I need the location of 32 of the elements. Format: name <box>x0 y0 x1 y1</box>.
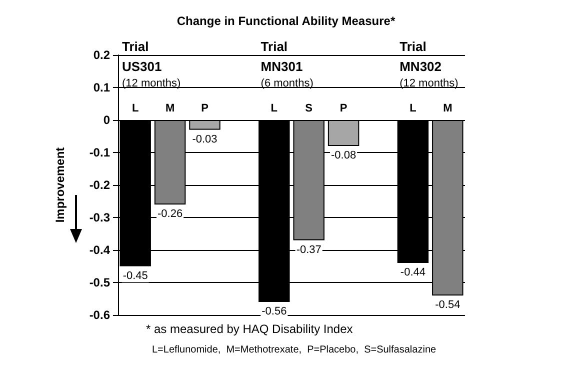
x-tick-label: L <box>410 102 417 114</box>
y-tick-label: -0.2 <box>89 178 110 192</box>
data-label: -0.26 <box>158 208 183 220</box>
y-tick-label: -0.1 <box>89 146 110 160</box>
data-label: -0.08 <box>331 150 356 162</box>
y-axis-title: Improvement <box>53 147 67 223</box>
x-tick-label: S <box>305 102 313 114</box>
text: L=Leflunomide, M=Methotrexate, P=Placebo, S=Sulfasalazine <box>152 344 436 356</box>
y-tick-label: -0.5 <box>89 276 110 290</box>
x-tick-label: L <box>132 102 139 114</box>
y-tick-label: -0.3 <box>89 210 110 224</box>
y-tick-label: 0.1 <box>93 80 110 94</box>
data-label: -0.44 <box>400 266 426 278</box>
annotation: Trial MN302 (12 months) <box>400 39 458 90</box>
data-label: -0.56 <box>262 306 287 318</box>
data-label: -0.45 <box>122 270 148 282</box>
data-label: -0.54 <box>435 299 460 311</box>
y-tick-label: 0.2 <box>93 48 110 62</box>
y-tick-label: -0.6 <box>89 308 110 322</box>
y-tick-label: -0.4 <box>89 243 110 257</box>
annotation: Trial US301 (12 months) <box>122 39 181 90</box>
x-tick-label: L <box>270 102 278 114</box>
data-label: -0.37 <box>296 244 322 256</box>
x-tick-label: M <box>443 102 452 114</box>
y-tick-label: 0 <box>103 113 110 127</box>
annotation: Trial MN301 (6 months) <box>260 39 314 90</box>
x-tick-label: P <box>340 102 348 114</box>
data-label: -0.03 <box>192 133 218 146</box>
text: * as measured by HAQ Disability Index <box>146 322 353 336</box>
chart-title: Change in Functional Ability Measure* <box>176 14 396 28</box>
x-tick-label: P <box>201 102 208 114</box>
x-tick-label: M <box>165 102 175 114</box>
